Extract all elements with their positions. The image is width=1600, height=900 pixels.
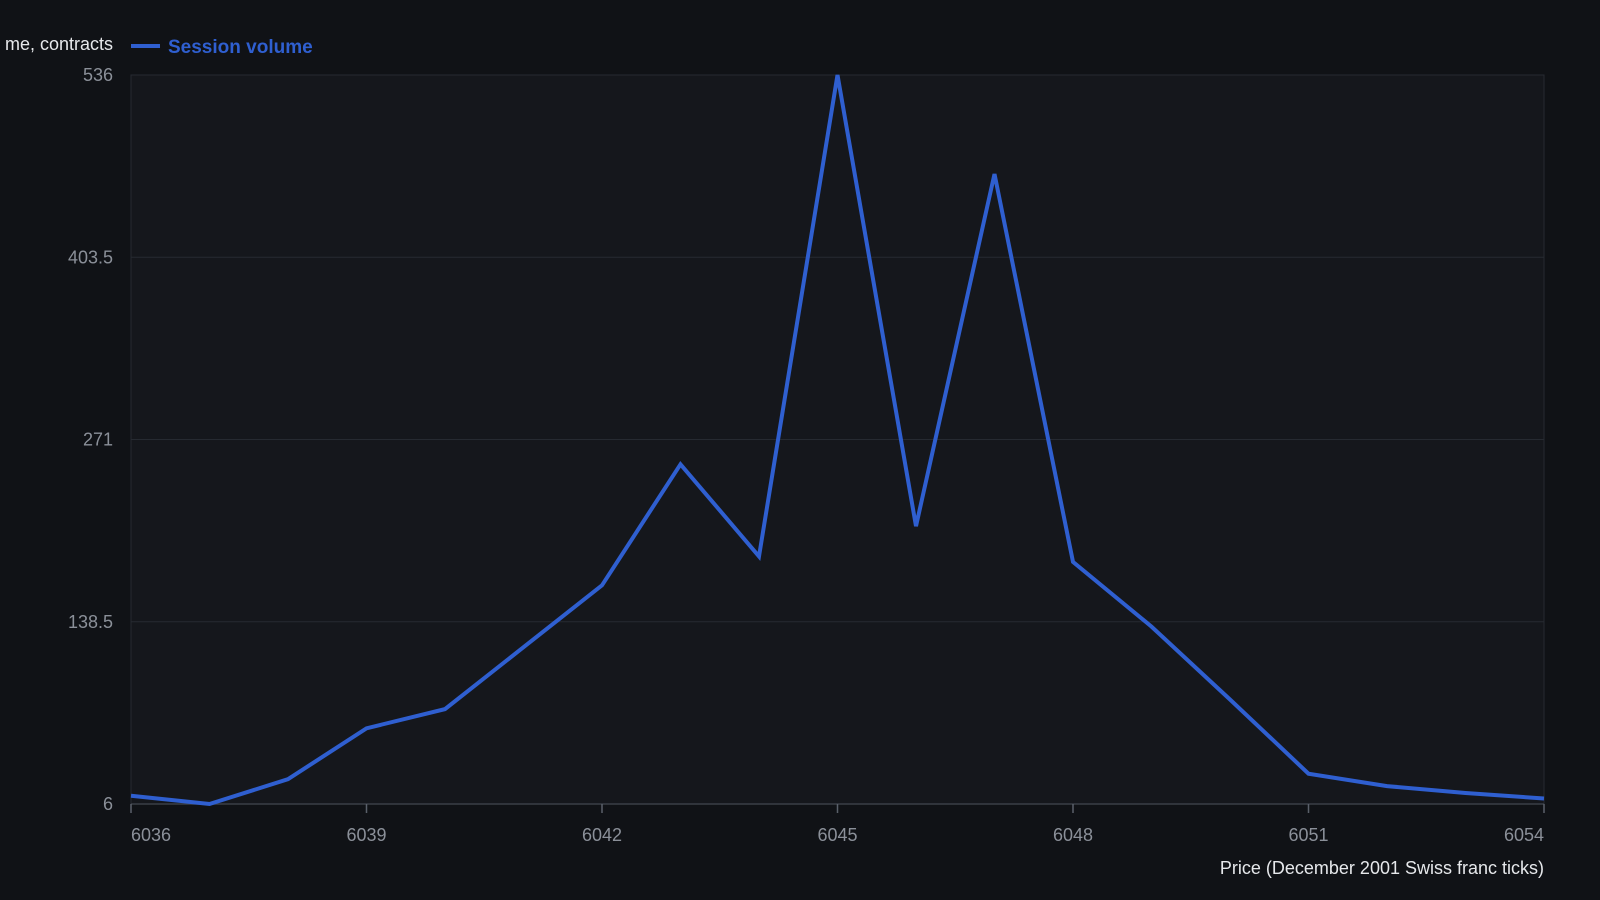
axes: 6 138.5 271 403.5 536 6036 6039 6042 6045 6048 605…	[68, 65, 1545, 845]
y-tick-label: 271	[83, 430, 113, 450]
y-tick-label: 138.5	[68, 612, 113, 632]
y-tick-label: 6	[103, 794, 113, 814]
x-tick-label: 6045	[817, 825, 857, 845]
series-line-session-volume	[130, 74, 1545, 807]
legend-label-session-volume: Session volume	[168, 37, 313, 58]
y-tick-label: 403.5	[68, 247, 113, 267]
series-layer	[130, 74, 1545, 807]
x-axis-title: Price (December 2001 Swiss franc ticks)	[1220, 858, 1544, 878]
x-tick-label: 6051	[1288, 825, 1328, 845]
x-tick-label: 6054	[1504, 825, 1544, 845]
gridlines	[131, 256, 1544, 623]
y-tick-label: 536	[83, 65, 113, 85]
x-tick-label: 6036	[131, 825, 171, 845]
x-tick-label: 6039	[346, 825, 386, 845]
legend: Session volume	[131, 37, 313, 58]
x-tick-label: 6042	[582, 825, 622, 845]
x-tick-label: 6048	[1053, 825, 1093, 845]
y-axis-title: me, contracts	[5, 34, 113, 54]
